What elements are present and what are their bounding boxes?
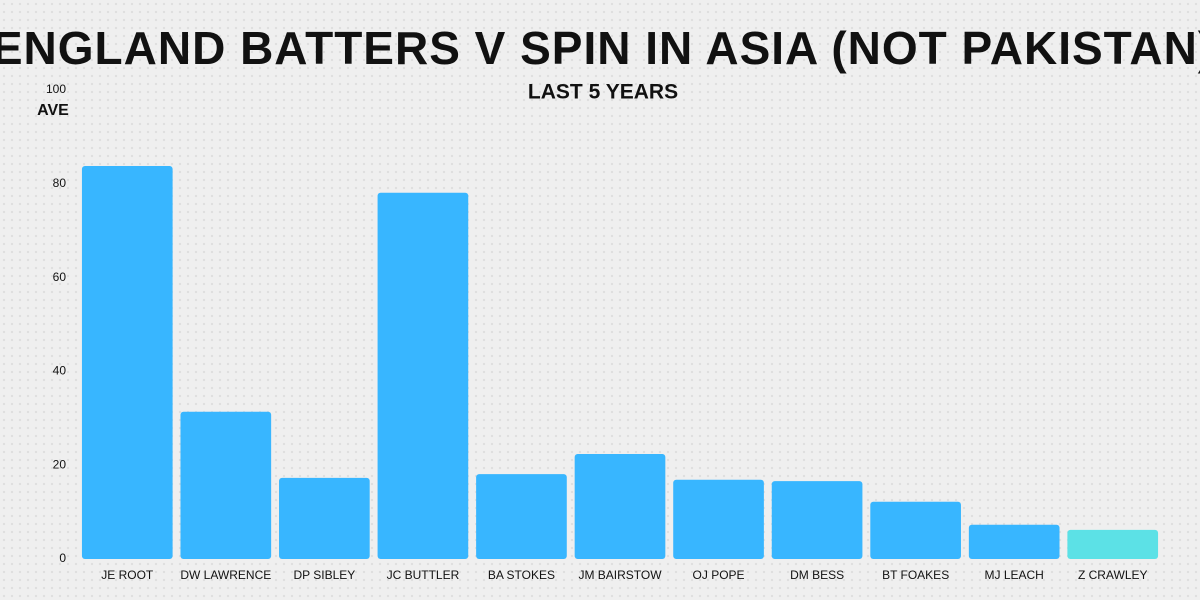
y-tick-label: 40 [53, 364, 67, 378]
x-tick-label: BA STOKES [488, 568, 555, 582]
x-tick-label: JC BUTTLER [387, 568, 460, 582]
bar [673, 479, 764, 559]
x-tick-label: DM BESS [790, 568, 844, 582]
chart-subtitle: LAST 5 YEARS [528, 81, 678, 104]
bar [279, 477, 370, 559]
bar [476, 474, 567, 559]
x-tick-label: JM BAIRSTOW [578, 568, 662, 582]
bar [377, 192, 469, 559]
bar [1067, 529, 1159, 559]
y-tick-label: 20 [53, 457, 67, 471]
bar [81, 165, 173, 559]
y-tick-label: 0 [59, 551, 66, 565]
x-tick-label: OJ POPE [693, 568, 745, 582]
y-tick-label: 80 [53, 176, 67, 190]
bar [574, 453, 666, 559]
bar [771, 481, 863, 559]
y-tick-label: 60 [53, 270, 67, 284]
y-tick-label: 100 [46, 82, 66, 96]
x-tick-label: MJ LEACH [985, 568, 1044, 582]
bar [180, 411, 272, 559]
y-axis-title: AVE [37, 102, 69, 119]
x-tick-label: JE ROOT [101, 568, 154, 582]
x-tick-label: BT FOAKES [882, 568, 949, 582]
x-tick-label: Z CRAWLEY [1078, 568, 1148, 582]
chart-title: ENGLAND BATTERS V SPIN IN ASIA (NOT PAKI… [0, 22, 1200, 74]
x-tick-label: DW LAWRENCE [180, 568, 271, 582]
x-tick-label: DP SIBLEY [293, 568, 355, 582]
bar [968, 524, 1060, 559]
bar [870, 501, 961, 559]
